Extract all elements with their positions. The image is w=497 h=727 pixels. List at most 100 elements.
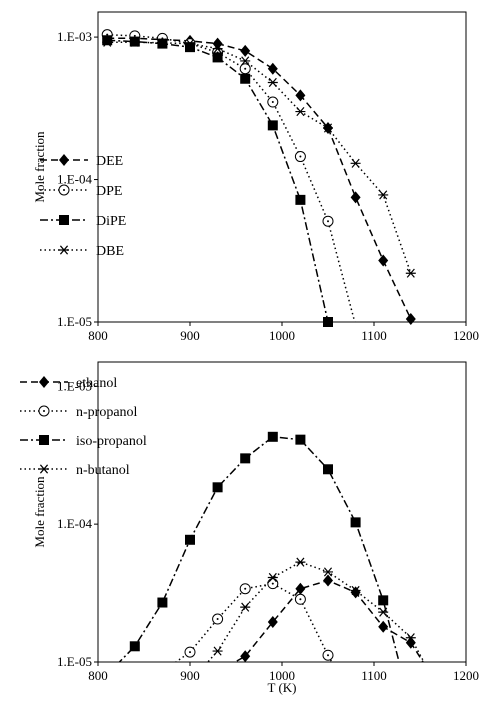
data-point [212, 646, 223, 656]
legend-item: iso-propanol [20, 434, 147, 449]
y-axis-label: Mole fraction [32, 131, 47, 203]
legend-marker [39, 376, 49, 388]
data-point [102, 35, 113, 46]
series-line [206, 561, 425, 662]
x-tick-label: 1000 [269, 668, 295, 683]
bottom-chart-panel: 800 900 1000 1100 12001.E-051.E-041.E-03Mole… [20, 361, 479, 695]
legend-item: DBE [40, 244, 124, 259]
data-point [295, 89, 306, 102]
data-point [267, 96, 279, 108]
data-point [185, 42, 195, 53]
data-point [405, 636, 416, 649]
legend-label: DEE [96, 154, 123, 169]
data-point [295, 582, 306, 595]
data-point [350, 586, 361, 599]
y-axis-label: Mole fraction [32, 476, 47, 548]
series-line [107, 33, 356, 322]
series-line [107, 41, 412, 274]
legend-item: DEE [40, 154, 123, 169]
data-point [350, 585, 361, 596]
data-point [378, 595, 389, 606]
y-tick-label: 1.E-04 [57, 516, 93, 531]
data-point [185, 39, 195, 49]
data-point [240, 73, 251, 84]
data-point [129, 37, 140, 47]
legend-label: DiPE [96, 214, 126, 229]
data-point [294, 593, 306, 605]
legend-label: n-butanol [76, 463, 130, 478]
legend-item: n-propanol [20, 405, 138, 420]
data-point [323, 123, 333, 133]
data-point [240, 56, 251, 66]
x-tick-label: 800 [88, 328, 108, 343]
data-point [267, 572, 278, 583]
legend-label: DPE [96, 184, 122, 199]
legend-label: n-propanol [76, 405, 138, 420]
legend-item: n-butanol [20, 463, 130, 478]
data-point [267, 62, 278, 75]
series-line [107, 39, 329, 322]
data-point [240, 44, 251, 57]
y-tick-label: 1.E-03 [57, 29, 92, 44]
data-point [102, 37, 113, 47]
data-point [212, 44, 223, 54]
legend-marker [39, 464, 49, 474]
data-point [212, 52, 223, 63]
data-point [378, 607, 389, 617]
data-point [267, 578, 279, 590]
data-point [184, 646, 196, 658]
data-point [239, 583, 251, 595]
series-n-propanol [174, 578, 334, 662]
legend-marker [39, 435, 49, 445]
x-axis-label: T (K) [267, 680, 296, 695]
series-iso-propanol [118, 431, 400, 662]
data-point [295, 434, 306, 445]
series-DPE [101, 29, 356, 322]
series-line [107, 37, 412, 320]
data-point [295, 106, 306, 117]
data-point [185, 534, 195, 545]
data-point [378, 254, 389, 267]
data-point [323, 574, 333, 587]
data-point [323, 464, 333, 475]
data-point [157, 597, 168, 608]
legend-item: ethanol [20, 376, 117, 391]
legend-marker [59, 154, 69, 166]
legend-marker [59, 215, 69, 225]
series-n-butanol [206, 557, 425, 662]
data-point [378, 190, 389, 200]
data-point [322, 215, 334, 227]
series-ethanol [233, 574, 424, 663]
legend-item: DiPE [40, 214, 126, 229]
data-point [350, 517, 361, 528]
data-point [267, 431, 278, 442]
legend: ethanol n-propanol iso-propanol n-butanol [20, 376, 147, 478]
data-point [129, 641, 140, 652]
legend-label: iso-propanol [76, 434, 147, 449]
data-point [295, 194, 306, 205]
data-point [212, 482, 223, 493]
y-tick-label: 1.E-04 [57, 172, 93, 187]
legend-marker [59, 245, 69, 255]
y-tick-label: 1.E-05 [57, 314, 92, 329]
y-tick-label: 1.E-05 [57, 654, 92, 669]
data-point [267, 120, 278, 131]
data-point [157, 38, 168, 48]
legend-label: DBE [96, 244, 124, 259]
x-tick-label: 900 [180, 328, 200, 343]
data-point [350, 191, 361, 204]
data-point [322, 649, 334, 661]
x-tick-label: 1100 [361, 668, 387, 683]
legend-marker [38, 405, 50, 417]
data-point [240, 453, 251, 464]
x-tick-label: 1200 [453, 328, 479, 343]
x-tick-label: 800 [88, 668, 108, 683]
top-chart-panel: 800 900 1000 1100 1200 1.E-05 1.E-04 1.E-03 Mole… [32, 11, 479, 343]
data-point [323, 317, 333, 327]
data-point [295, 557, 306, 567]
legend: DEE DPE DiPE DBE [40, 154, 126, 259]
data-point [405, 633, 416, 643]
data-point [294, 151, 306, 163]
series-DBE [102, 37, 416, 278]
